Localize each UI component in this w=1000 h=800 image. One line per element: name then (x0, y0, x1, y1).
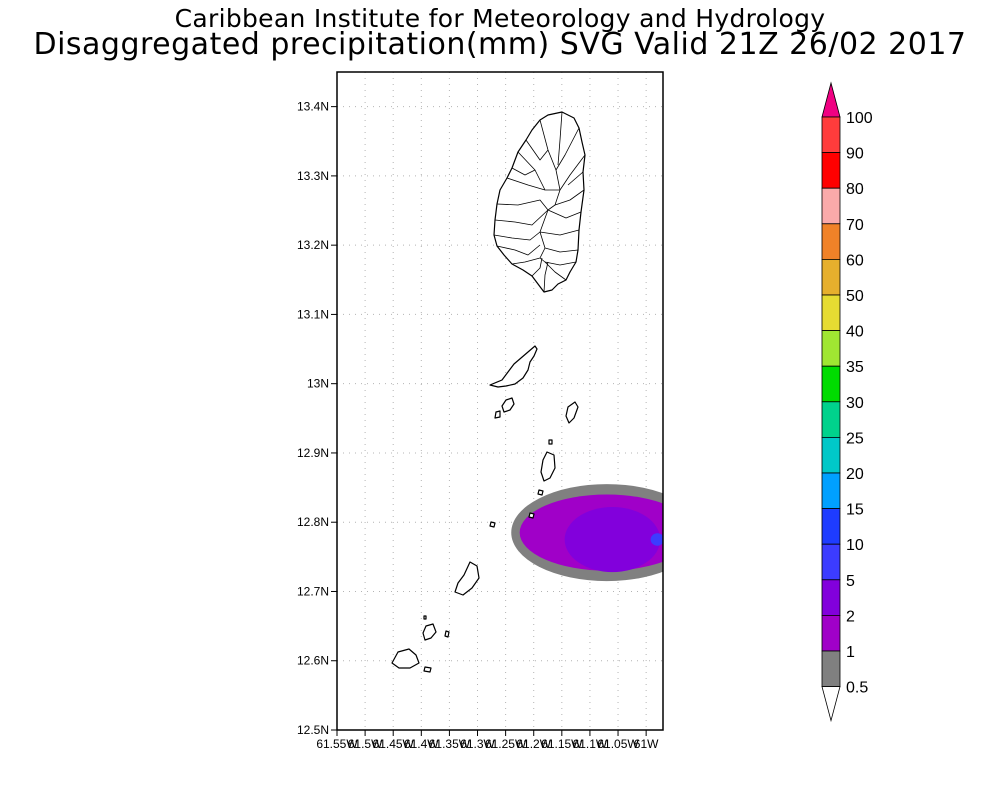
mustique-island (565, 401, 579, 424)
legend-swatch (821, 543, 841, 581)
legend-swatch (821, 116, 841, 153)
legend-swatch (821, 294, 841, 331)
lat-tick-label: 13.4N (297, 100, 329, 114)
lon-tick-label: 61.4W (404, 737, 439, 751)
legend-label: 1 (846, 644, 855, 661)
legend-label: 70 (846, 217, 864, 234)
precipitation-areas (511, 484, 663, 582)
product-title: Disaggregated precipitation(mm) SVG Vali… (33, 27, 967, 62)
legend-label: 25 (846, 430, 864, 447)
coastlines (391, 111, 586, 673)
lat-tick-label: 12.6N (297, 654, 329, 668)
lon-tick-label: 61.5W (348, 737, 383, 751)
lat-tick-label: 13.2N (297, 238, 329, 252)
lon-tick-label: 61.45W (373, 737, 415, 751)
legend-label: 15 (846, 502, 864, 519)
lon-tick-label: 61.55W (316, 737, 358, 751)
lon-tick-label: 61.2W (516, 737, 551, 751)
small-islet-9 (423, 666, 432, 673)
lon-tick-label: 61.1W (573, 737, 608, 751)
legend-swatch (821, 330, 841, 367)
lon-tick-label: 61.05W (597, 737, 639, 751)
small-islet-8 (444, 630, 450, 638)
legend-label: 10 (846, 537, 864, 554)
small-islet-4 (537, 489, 544, 496)
carriacou-island (391, 648, 420, 669)
lat-tick-label: 12.7N (297, 584, 329, 598)
bequia-island (489, 345, 538, 388)
legend-label: 60 (846, 252, 864, 269)
legend-label: 100 (846, 110, 873, 127)
legend-label: 40 (846, 324, 864, 341)
legend-label: 20 (846, 466, 864, 483)
legend-swatch (821, 579, 841, 616)
legend-label: 2 (846, 608, 855, 625)
legend-swatch (821, 401, 841, 438)
lon-tick-label: 61.3W (460, 737, 495, 751)
canouan-island (540, 451, 556, 482)
precip-area-2mm (564, 506, 661, 573)
legend-label: 90 (846, 146, 864, 163)
lon-tick-label: 61.35W (429, 737, 471, 751)
legend-top-arrow (821, 81, 841, 118)
small-islet-2 (494, 410, 501, 419)
lat-tick-label: 13.1N (297, 307, 329, 321)
legend-swatch (821, 508, 841, 545)
lat-tick-label: 13.3N (297, 169, 329, 183)
legend-swatch (821, 615, 841, 652)
small-islet-1 (501, 397, 515, 413)
small-islet-3 (548, 439, 553, 445)
legend-swatch (821, 650, 841, 687)
small-islet-5 (489, 521, 496, 528)
legend-swatch (821, 365, 841, 403)
legend-label: 0.5 (846, 680, 868, 697)
precip-area-5mm (650, 533, 663, 546)
lat-tick-label: 12.9N (297, 446, 329, 460)
lat-tick-label: 12.5N (297, 723, 329, 737)
small-islet-7 (422, 623, 437, 641)
plot-frame (336, 71, 664, 731)
institute-title: Caribbean Institute for Meteorology and … (174, 4, 826, 33)
legend-label: 5 (846, 573, 855, 590)
union-island (454, 561, 480, 596)
lon-tick-label: 61.15W (541, 737, 583, 751)
legend-swatch (821, 152, 841, 189)
legend-label: 30 (846, 395, 864, 412)
small-islet-6 (528, 512, 535, 519)
legend-swatch (821, 436, 841, 474)
legend-label: 35 (846, 359, 864, 376)
saint-vincent-island (493, 111, 586, 293)
grid-lines (337, 72, 663, 730)
small-islet-10 (423, 615, 427, 620)
legend-swatch (821, 258, 841, 296)
legend-label: 80 (846, 181, 864, 198)
legend-swatch (821, 223, 841, 260)
lon-tick-label: 61W (634, 737, 659, 751)
legend-swatch (821, 187, 841, 225)
legend-bottom-arrow (821, 686, 841, 723)
legend-swatch (821, 472, 841, 509)
lat-tick-label: 12.8N (297, 515, 329, 529)
legend-label: 50 (846, 288, 864, 305)
lat-tick-label: 13N (307, 377, 329, 391)
lon-tick-label: 61.25W (485, 737, 527, 751)
island-watersheds (493, 111, 586, 293)
axis-ticks: 12.5N 12.6N 12.7N 12.8N 12.9N 13N 13.1N 13.2N 13… (297, 100, 659, 751)
map-background (337, 72, 663, 730)
